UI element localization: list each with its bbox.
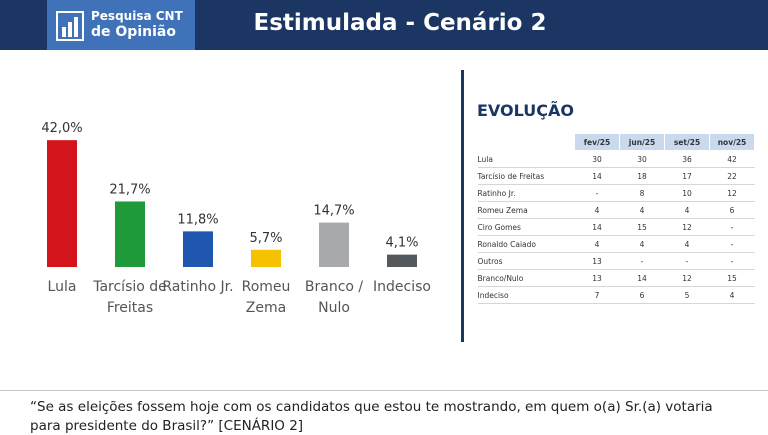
table-cell: 4 xyxy=(709,286,755,304)
table-cell: 10 xyxy=(664,184,710,202)
table-cell: 4 xyxy=(664,201,710,219)
value-label: 5,7% xyxy=(249,231,282,246)
bar xyxy=(319,222,349,267)
header-cell xyxy=(477,133,575,151)
table-cell: 13 xyxy=(574,269,620,287)
value-label: 11,8% xyxy=(177,212,218,227)
question: “Se as eleições fossem hoje com os candi… xyxy=(30,399,713,434)
table-cell: 15 xyxy=(709,269,755,287)
table-cell: 4 xyxy=(664,235,710,253)
table-row: Ciro Gomes 14 15 12- xyxy=(477,218,755,236)
separator xyxy=(0,390,768,391)
table-cell: 14 xyxy=(574,167,620,185)
table-cell: 6 xyxy=(709,201,755,219)
table-cell: 8 xyxy=(619,184,665,202)
table-cell: 14 xyxy=(574,218,620,236)
category-label: Branco / Nulo xyxy=(304,279,364,316)
table-cell: 7 xyxy=(574,286,620,304)
category-label: Tarcísio de Freitas xyxy=(93,279,167,316)
table-row: Indeciso 7 6 5 4 xyxy=(477,286,755,304)
table-title: EVOLUÇÃO xyxy=(477,101,574,120)
table-cell: 12 xyxy=(709,184,755,202)
table-cell: Ciro Gomes xyxy=(477,218,575,236)
table-cell: 22 xyxy=(709,167,755,185)
table-cell: 4 xyxy=(574,235,620,253)
bar xyxy=(251,249,281,267)
category-label: Indeciso xyxy=(373,279,431,295)
value-label: 42,0% xyxy=(41,121,82,136)
table-cell: 12 xyxy=(664,218,710,236)
table-row: Ratinho Jr. -8 10 12 xyxy=(477,184,755,202)
evolution-table: fev/25 jun/25 set/25 nov/25 Lula 30 30 36 42 Tarc… xyxy=(477,133,755,304)
bar xyxy=(387,254,417,267)
table-cell: 15 xyxy=(619,218,665,236)
bar-chart: 42,0% 21,7% 11,8% 5,7% 14,7% 4,1% xyxy=(41,121,419,267)
table-cell: Ratinho Jr. xyxy=(477,184,575,202)
table-cell: - xyxy=(664,252,710,270)
table-cell: - xyxy=(709,218,755,236)
table-cell: 14 xyxy=(619,269,665,287)
logo-line: Pesquisa CNT xyxy=(91,9,183,23)
table-row: Tarcísio de Freitas 14 18 17 22 xyxy=(477,167,755,185)
table-cell: - xyxy=(709,235,755,253)
bar xyxy=(115,201,145,267)
category-label: Romeu Zema xyxy=(241,279,291,316)
header-cell: jun/25 xyxy=(619,133,665,151)
table-cell: Ronaldo Caiado xyxy=(477,235,575,253)
table-row: Lula 30 30 36 42 xyxy=(477,150,755,168)
table-cell: 5 xyxy=(664,286,710,304)
table-cell: - xyxy=(619,252,665,270)
table-cell: 4 xyxy=(619,201,665,219)
table-cell: - xyxy=(709,252,755,270)
category-label: Ratinho Jr. xyxy=(162,279,234,295)
table-cell: 4 xyxy=(619,235,665,253)
table-cell: 18 xyxy=(619,167,665,185)
page-title: Estimulada - Cenário 2 xyxy=(253,10,547,36)
logo: Pesquisa CNT de Opinião xyxy=(47,0,195,50)
table-cell: Romeu Zema xyxy=(477,201,575,219)
logo-line: de Opinião xyxy=(91,24,176,40)
logo-icon xyxy=(56,11,84,41)
value-label: 21,7% xyxy=(109,182,150,197)
bar xyxy=(47,140,77,267)
header: Pesquisa CNT de Opinião Estimulada - Cen… xyxy=(0,0,768,50)
bar xyxy=(183,231,213,267)
header-cell: set/25 xyxy=(664,133,710,151)
table-row: Outros 13- - - xyxy=(477,252,755,270)
table-row: Branco/Nulo 13 14 12 15 xyxy=(477,269,755,287)
table-row: Romeu Zema 4 4 4 6 xyxy=(477,201,755,219)
table-cell: 13 xyxy=(574,252,620,270)
table-cell: Indeciso xyxy=(477,286,575,304)
table-cell: Outros xyxy=(477,252,575,270)
table-cell: - xyxy=(574,184,620,202)
divider xyxy=(461,70,464,342)
table-cell: 12 xyxy=(664,269,710,287)
table-cell: 42 xyxy=(709,150,755,168)
table-header: fev/25 jun/25 set/25 nov/25 xyxy=(477,133,755,151)
category-label: Lula xyxy=(47,279,77,295)
table-cell: 17 xyxy=(664,167,710,185)
table-cell: Tarcísio de Freitas xyxy=(477,167,575,185)
header-cell: fev/25 xyxy=(574,133,620,151)
value-label: 14,7% xyxy=(313,204,354,219)
table-cell: 6 xyxy=(619,286,665,304)
table-cell: Lula xyxy=(477,150,575,168)
table-cell: 30 xyxy=(619,150,665,168)
table-cell: 30 xyxy=(574,150,620,168)
table-cell: 36 xyxy=(664,150,710,168)
table-cell: 4 xyxy=(574,201,620,219)
table-cell: Branco/Nulo xyxy=(477,269,575,287)
table-row: Ronaldo Caiado 4 4 4- xyxy=(477,235,755,253)
value-label: 4,1% xyxy=(385,236,418,251)
header-cell: nov/25 xyxy=(709,133,755,151)
